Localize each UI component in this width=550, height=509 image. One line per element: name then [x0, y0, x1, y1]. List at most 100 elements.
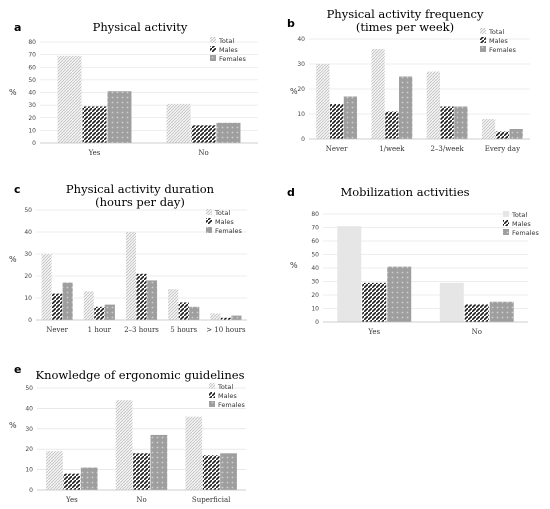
- chart-panel-d: d Mobilization activities 0 10 20 30 40 50 60 70 8…: [287, 185, 540, 336]
- legend-label: Males: [489, 37, 508, 45]
- y-tick-label: 10: [28, 127, 36, 134]
- bar-females-4: [231, 315, 242, 320]
- bar-females-1: [104, 304, 115, 320]
- legend-label: Total: [217, 383, 233, 391]
- y-tick-label: 30: [25, 426, 33, 433]
- y-tick-label: 20: [25, 446, 33, 453]
- y-tick-label: 0: [28, 317, 32, 324]
- y-tick-label: 60: [311, 238, 319, 245]
- bar-females-3: [509, 129, 523, 139]
- bar-females-0: [343, 96, 358, 139]
- bar-total-0: [337, 226, 362, 322]
- legend-label: Females: [512, 229, 540, 237]
- category-label: Yes: [88, 149, 101, 157]
- y-tick-label: 30: [311, 279, 319, 286]
- legend-swatch-females: [503, 229, 509, 235]
- y-tick-label: 50: [28, 77, 36, 84]
- legend-swatch-total: [209, 383, 215, 389]
- legend-label: Females: [219, 55, 247, 63]
- y-tick-label: 30: [297, 61, 305, 68]
- bar-females-0: [387, 266, 412, 322]
- y-tick-label: 0: [29, 487, 33, 494]
- legend-label: Males: [215, 218, 234, 226]
- bar-females-1: [489, 301, 514, 322]
- bar-females-1: [399, 76, 413, 139]
- panel-letter: d: [287, 186, 295, 199]
- category-label: 1/week: [379, 145, 405, 153]
- category-label: Superficial: [192, 496, 231, 504]
- y-tick-label: 0: [301, 136, 305, 143]
- chart-panel-b: b Physical activity frequency(times per w…: [287, 7, 530, 153]
- chart-title: Knowledge of ergonomic guidelines: [36, 368, 245, 382]
- y-tick-label: 50: [24, 207, 32, 214]
- bar-females-2: [146, 280, 158, 320]
- y-tick-label: 40: [25, 405, 33, 412]
- y-tick-label: 20: [24, 273, 32, 280]
- bar-males-2: [440, 106, 454, 139]
- category-label: Never: [46, 326, 68, 334]
- legend-label: Females: [215, 227, 243, 235]
- y-tick-label: 10: [311, 306, 319, 313]
- bar-females-0: [107, 91, 132, 143]
- bar-total-1: [83, 291, 94, 320]
- chart-title: Mobilization activities: [340, 185, 469, 199]
- y-axis-label: %: [9, 421, 17, 430]
- bar-females-0: [62, 282, 73, 320]
- y-tick-label: 80: [28, 39, 36, 46]
- bar-males-0: [63, 473, 81, 490]
- bar-males-3: [495, 131, 510, 139]
- category-label: Yes: [367, 328, 380, 336]
- y-tick-label: 50: [25, 385, 33, 392]
- y-tick-label: 30: [28, 102, 36, 109]
- category-label: Never: [326, 145, 348, 153]
- y-tick-label: 10: [297, 111, 305, 118]
- chart-title: (times per week): [356, 20, 454, 34]
- legend-swatch-males: [480, 37, 486, 43]
- bar-total-4: [210, 313, 221, 320]
- chart-title: Physical activity duration: [66, 182, 215, 196]
- bar-total-2: [426, 71, 440, 139]
- legend-swatch-males: [503, 220, 509, 226]
- bar-total-0: [316, 64, 330, 139]
- y-tick-label: 0: [315, 319, 319, 326]
- legend-label: Total: [218, 37, 234, 45]
- legend-label: Females: [489, 46, 517, 54]
- bar-males-0: [82, 106, 107, 143]
- bar-total-1: [371, 49, 385, 139]
- category-label: Yes: [65, 496, 78, 504]
- legend-label: Males: [218, 392, 237, 400]
- bar-males-0: [362, 282, 387, 322]
- legend-swatch-males: [210, 46, 216, 52]
- bar-males-1: [191, 125, 216, 143]
- y-axis-label: %: [9, 255, 17, 264]
- y-tick-label: 0: [32, 140, 36, 147]
- chart-panel-a: a Physical activity 0 10 20 30 40 50 60 70 80% Yes N…: [9, 20, 258, 157]
- panel-letter: e: [14, 363, 21, 376]
- panel-letter: b: [287, 17, 295, 30]
- y-tick-label: 80: [311, 211, 319, 218]
- legend-label: Total: [511, 211, 527, 219]
- legend-swatch-total: [210, 37, 216, 43]
- y-axis-label: %: [9, 88, 17, 97]
- y-tick-label: 10: [25, 467, 33, 474]
- category-label: 5 hours: [170, 326, 197, 334]
- legend-swatch-total: [480, 28, 486, 34]
- category-label: No: [472, 328, 482, 336]
- chart-title: (hours per day): [95, 195, 185, 209]
- bar-females-2: [454, 106, 468, 139]
- legend-swatch-total: [503, 211, 509, 217]
- y-tick-label: 30: [24, 251, 32, 258]
- bar-total-0: [57, 55, 82, 144]
- bar-females-0: [80, 467, 98, 490]
- legend-swatch-males: [209, 392, 215, 398]
- y-tick-label: 40: [311, 265, 319, 272]
- bar-total-3: [481, 119, 496, 139]
- bar-males-2: [202, 455, 220, 490]
- bar-females-2: [220, 453, 237, 490]
- bar-males-1: [464, 304, 489, 322]
- chart-title: Physical activity frequency: [327, 7, 484, 21]
- legend-label: Males: [219, 46, 238, 54]
- bar-females-1: [216, 122, 241, 143]
- category-label: Every day: [485, 145, 520, 153]
- legend-swatch-total: [206, 209, 212, 215]
